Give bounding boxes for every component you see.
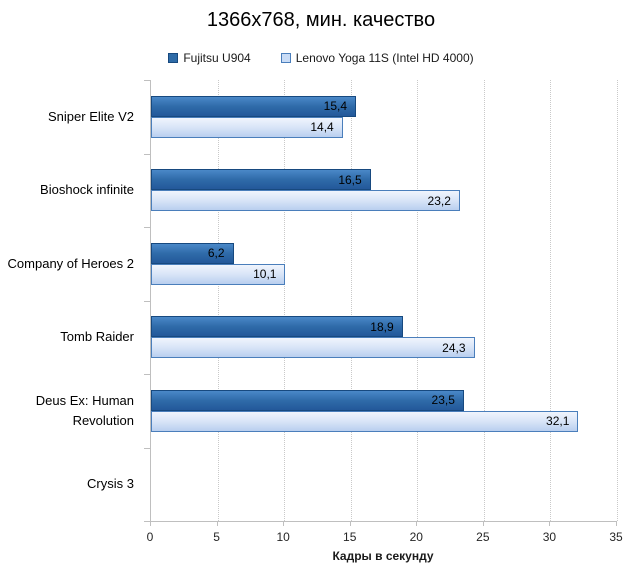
category-label: Crysis 3 [87,476,134,492]
x-tick-label: 15 [343,530,357,544]
gridline [483,80,485,521]
legend-swatch-icon [280,53,291,63]
bar-value-label: 6,2 [207,246,225,261]
x-tick-mark [482,522,484,526]
x-tick-mark [416,522,418,526]
legend: Fujitsu U904 Lenovo Yoga 11S (Intel HD 4… [0,51,642,65]
bar-value-label: 16,5 [338,172,362,187]
category-tick-mark [144,447,150,449]
gridline [350,80,352,521]
legend-label: Lenovo Yoga 11S (Intel HD 4000) [295,51,474,65]
bar-value-label: 23,5 [431,393,455,408]
category-axis-labels: Sniper Elite V2 Bioshock infinite Company … [0,80,142,521]
x-tick-label: 5 [213,530,220,544]
category-label: Deus Ex: Human Revolution [35,392,134,428]
category-label: Sniper Elite V2 [48,108,134,124]
bar-value-label: 14,4 [310,120,334,135]
bar-series-1: 14,4 [151,116,343,138]
category-tick-mark [144,80,150,81]
chart-title: 1366x768, мин. качество [206,9,436,31]
bar-series-0: 15,4 [151,95,357,117]
bar-value-label: 32,1 [546,414,570,429]
gridline [217,80,219,521]
x-tick-label: 0 [146,530,154,544]
bar-value-label: 24,3 [442,340,466,355]
legend-item-lenovo: Lenovo Yoga 11S (Intel HD 4000) [280,51,474,65]
x-tick-mark [616,522,617,526]
category-label: Tomb Raider [60,329,134,345]
bar-series-1: 23,2 [151,190,460,212]
category-tick-mark [144,521,150,522]
bar-series-1: 32,1 [151,410,579,432]
category-tick-mark [144,153,150,155]
category-tick-mark [144,374,150,375]
x-tick-label: 25 [476,530,490,544]
bar-series-0: 18,9 [151,316,403,338]
x-tick-mark [216,522,218,526]
gridline [550,80,552,521]
bar-series-1: 10,1 [151,263,286,285]
x-tick-label: 10 [276,530,290,544]
bar-value-label: 10,1 [253,267,277,282]
bar-value-label: 18,9 [370,319,394,334]
x-tick-mark [283,522,285,526]
bar-series-1: 24,3 [151,337,475,359]
bar-value-label: 23,2 [427,193,451,208]
legend-item-fujitsu: Fujitsu U904 [168,51,251,65]
x-tick-label: 20 [409,530,423,544]
category-label: Company of Heroes 2 [7,255,134,271]
gridline [284,80,286,521]
legend-label: Fujitsu U904 [183,51,251,65]
x-tick-mark [150,522,151,526]
bar-series-0: 23,5 [151,389,464,411]
gridline [417,80,419,521]
bar-series-0: 16,5 [151,169,371,191]
gridline [617,80,618,521]
category-tick-mark [144,227,150,228]
x-tick-label: 30 [542,530,557,544]
category-tick-mark [144,300,150,302]
x-tick-mark [349,522,351,526]
x-tick-label: 35 [609,530,623,544]
category-label: Bioshock infinite [40,182,134,198]
plot-area: 15,4 14,4 16,5 23,2 6,2 10,1 18,9 24,3 23,5 32,1 [150,80,618,522]
legend-swatch-icon [168,53,179,63]
x-tick-mark [549,522,551,526]
bar-series-0: 6,2 [151,242,234,264]
x-axis-title: Кадры в секунду [332,549,434,563]
bar-value-label: 15,4 [323,99,348,114]
